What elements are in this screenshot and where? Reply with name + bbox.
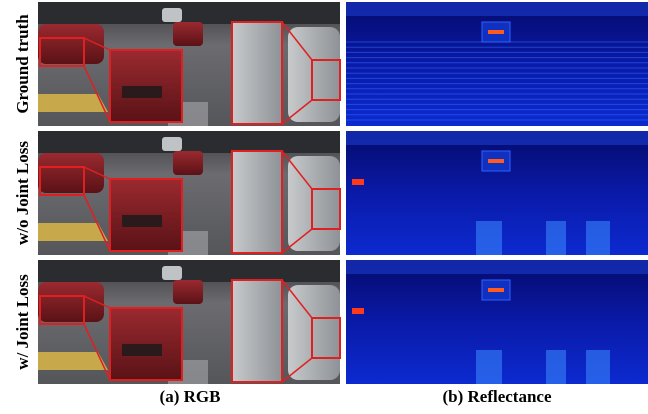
hotspot bbox=[352, 308, 364, 314]
car bbox=[162, 266, 182, 280]
hotspot bbox=[488, 159, 504, 163]
zoom-detail bbox=[122, 215, 162, 227]
building-reflectance bbox=[346, 2, 648, 16]
zoom-inset bbox=[232, 151, 282, 253]
crosswalk-reflectance bbox=[586, 221, 610, 255]
background-building bbox=[38, 2, 340, 24]
row-label: w/o Joint Loss bbox=[13, 141, 32, 245]
crosswalk-reflectance bbox=[476, 350, 502, 384]
row-label: w/ Joint Loss bbox=[13, 274, 32, 370]
car bbox=[173, 151, 203, 175]
car bbox=[38, 153, 104, 193]
hotspot bbox=[352, 179, 364, 185]
car bbox=[162, 8, 182, 22]
building-reflectance bbox=[346, 260, 648, 274]
caption: (a) RGB bbox=[160, 387, 221, 406]
building-reflectance bbox=[346, 131, 648, 145]
background-building bbox=[38, 131, 340, 153]
panels bbox=[38, 2, 648, 384]
row-label: Ground truth bbox=[13, 14, 32, 114]
crosswalk-reflectance bbox=[586, 350, 610, 384]
hotspot bbox=[488, 30, 504, 34]
car bbox=[38, 24, 104, 64]
car bbox=[173, 280, 203, 304]
crosswalk-reflectance bbox=[476, 221, 502, 255]
zoom-inset bbox=[232, 280, 282, 382]
car bbox=[288, 285, 340, 380]
background-building bbox=[38, 260, 340, 282]
zoom-detail bbox=[122, 86, 162, 98]
hotspot bbox=[488, 288, 504, 292]
caption: (b) Reflectance bbox=[442, 387, 551, 406]
reflectance-image bbox=[346, 2, 648, 126]
crosswalk-reflectance bbox=[546, 221, 566, 255]
figure: (a) RGB (b) Reflectance Ground truth w/o … bbox=[0, 0, 648, 414]
zoom-inset bbox=[232, 22, 282, 124]
car bbox=[288, 27, 340, 122]
crosswalk-reflectance bbox=[546, 350, 566, 384]
zoom-detail bbox=[122, 344, 162, 356]
car bbox=[173, 22, 203, 46]
car bbox=[162, 137, 182, 151]
car bbox=[288, 156, 340, 251]
car bbox=[38, 282, 104, 322]
